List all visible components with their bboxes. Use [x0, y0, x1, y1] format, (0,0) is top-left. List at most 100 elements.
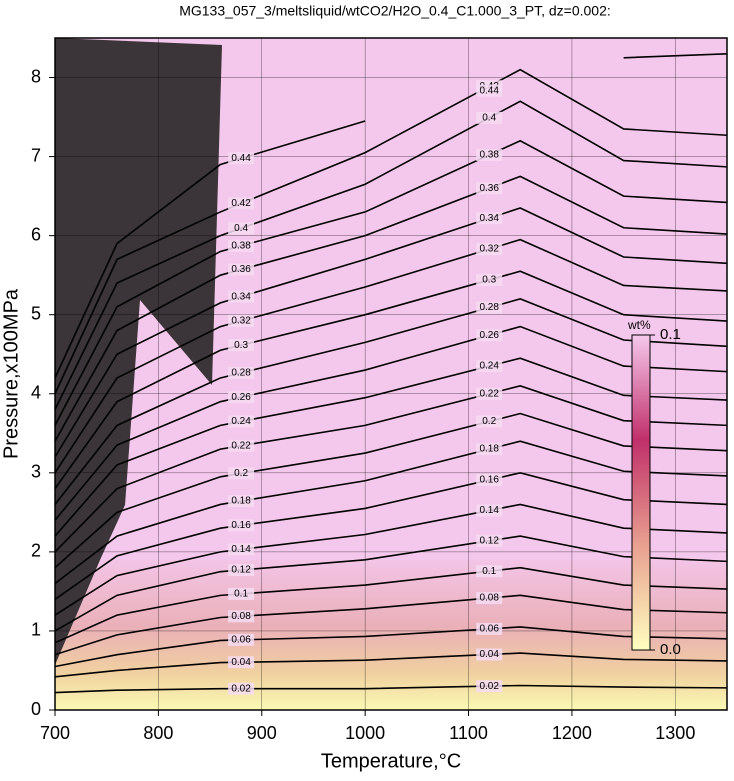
contours	[55, 53, 727, 694]
contour-line	[55, 684, 727, 694]
contour-label: 0.36	[231, 264, 251, 275]
contour-label: 0.16	[231, 520, 251, 531]
contour-line	[55, 68, 727, 395]
contour-label-bg	[228, 587, 255, 600]
contour-label: 0.3	[234, 340, 248, 351]
contour-label: 0.04	[231, 657, 251, 668]
contour-label: 0.34	[479, 213, 499, 224]
contour-label: 0.4	[234, 223, 248, 234]
contour-label-bg	[228, 339, 255, 352]
contour-label: 0.1	[482, 566, 496, 577]
contour-label-bg	[476, 473, 503, 486]
contour-label-bg	[476, 680, 503, 693]
contour-label-bg	[228, 495, 255, 508]
contour-line	[55, 357, 727, 537]
contour-label-bg	[228, 439, 255, 452]
contour-label-bg	[228, 563, 255, 576]
contour-label-bg	[228, 314, 255, 327]
contour-label: 0.18	[479, 444, 499, 455]
x-tick-label: 1200	[552, 723, 592, 743]
contour-label: 0.42	[231, 198, 251, 209]
contour-label: 0.26	[231, 392, 251, 403]
contour-label-bg	[228, 290, 255, 303]
x-tick-label: 1000	[345, 723, 385, 743]
contour-label: 0.44	[231, 153, 251, 164]
x-tick-label: 1300	[655, 723, 695, 743]
contour-labels: 0.02 0.02 0.04 0.04 0.06 0.06 0.08 0.08 0.1 0.1 0.…	[228, 80, 503, 695]
contour-label: 0.04	[479, 649, 499, 660]
y-tick-label: 1	[31, 620, 41, 640]
contour-label-bg	[476, 592, 503, 605]
contour-label-bg	[228, 682, 255, 695]
contour-label-bg	[476, 504, 503, 517]
contour-label-bg	[476, 387, 503, 400]
contour-label-bg	[228, 633, 255, 646]
contour-label: 0.14	[479, 505, 499, 516]
contour-label: 0.38	[479, 150, 499, 161]
contour-label-bg	[228, 152, 255, 165]
contour-label: 0.22	[231, 440, 251, 451]
contour-line	[55, 535, 727, 632]
contour-label-bg	[476, 243, 503, 256]
contour-line	[55, 100, 727, 410]
contour-line	[55, 270, 727, 490]
contour-label: 0.24	[231, 416, 251, 427]
contour-line	[55, 412, 727, 569]
contour-line	[55, 652, 727, 678]
contour-label-bg	[476, 415, 503, 428]
contour-label: 0.22	[479, 388, 499, 399]
y-tick-label: 2	[31, 541, 41, 561]
contour-label-bg	[228, 239, 255, 252]
contour-label-bg	[476, 84, 503, 97]
contour-label: 0.06	[479, 624, 499, 635]
contour-label-bg	[476, 182, 503, 195]
contour-label-bg	[228, 519, 255, 532]
contour-label: 0.36	[479, 183, 499, 194]
contour-label-bg	[476, 111, 503, 124]
contour-label: 0.18	[231, 496, 251, 507]
colorbar-tick-label: 0.1	[660, 326, 681, 343]
contour-label-bg	[228, 197, 255, 210]
colorbar-scale	[631, 334, 651, 651]
contour-line	[55, 472, 727, 600]
contour-label-bg	[476, 622, 503, 635]
x-axis-label: Temperature,°C	[321, 750, 461, 772]
contour-label: 0.34	[231, 291, 251, 302]
contour-label-bg	[228, 543, 255, 556]
contour-line	[55, 626, 727, 668]
chart-title: MG133_057_3/meltsliquid/wtCO2/H2O_0.4_C1…	[179, 3, 611, 19]
y-tick-label: 4	[31, 383, 41, 403]
contour-label: 0.2	[482, 416, 496, 427]
contour-label: 0.02	[231, 683, 251, 694]
contour-label: 0.24	[479, 361, 499, 372]
y-tick-label: 3	[31, 462, 41, 482]
contour-line	[55, 503, 727, 616]
contour-label-bg	[476, 212, 503, 225]
y-tick-label: 6	[31, 224, 41, 244]
contour-label: 0.16	[479, 475, 499, 486]
contour-label: 0.08	[479, 593, 499, 604]
x-tick-label: 800	[143, 723, 173, 743]
contour-label: 0.1	[234, 589, 248, 600]
contour-label: 0.06	[231, 635, 251, 646]
contour-label-bg	[476, 565, 503, 578]
x-tick-label: 700	[40, 723, 70, 743]
contour-line	[55, 207, 727, 458]
contour-line	[55, 175, 727, 442]
y-axis-label: Pressure,x100MPa	[0, 288, 22, 459]
contour-label-bg	[228, 610, 255, 623]
contour-label: 0.02	[479, 681, 499, 692]
contour-line	[55, 298, 727, 505]
contour-label: 0.3	[482, 275, 496, 286]
contour-label-bg	[476, 273, 503, 286]
contour-line	[55, 238, 727, 474]
contour-label-bg	[228, 222, 255, 235]
contour-label: 0.28	[479, 302, 499, 313]
contour-label: 0.08	[231, 611, 251, 622]
contour-label-bg	[476, 443, 503, 456]
contour-label: 0.28	[231, 368, 251, 379]
contour-label-bg	[476, 360, 503, 373]
y-tick-label: 8	[31, 66, 41, 86]
y-tick-label: 7	[31, 145, 41, 165]
contour-label-bg	[228, 415, 255, 428]
